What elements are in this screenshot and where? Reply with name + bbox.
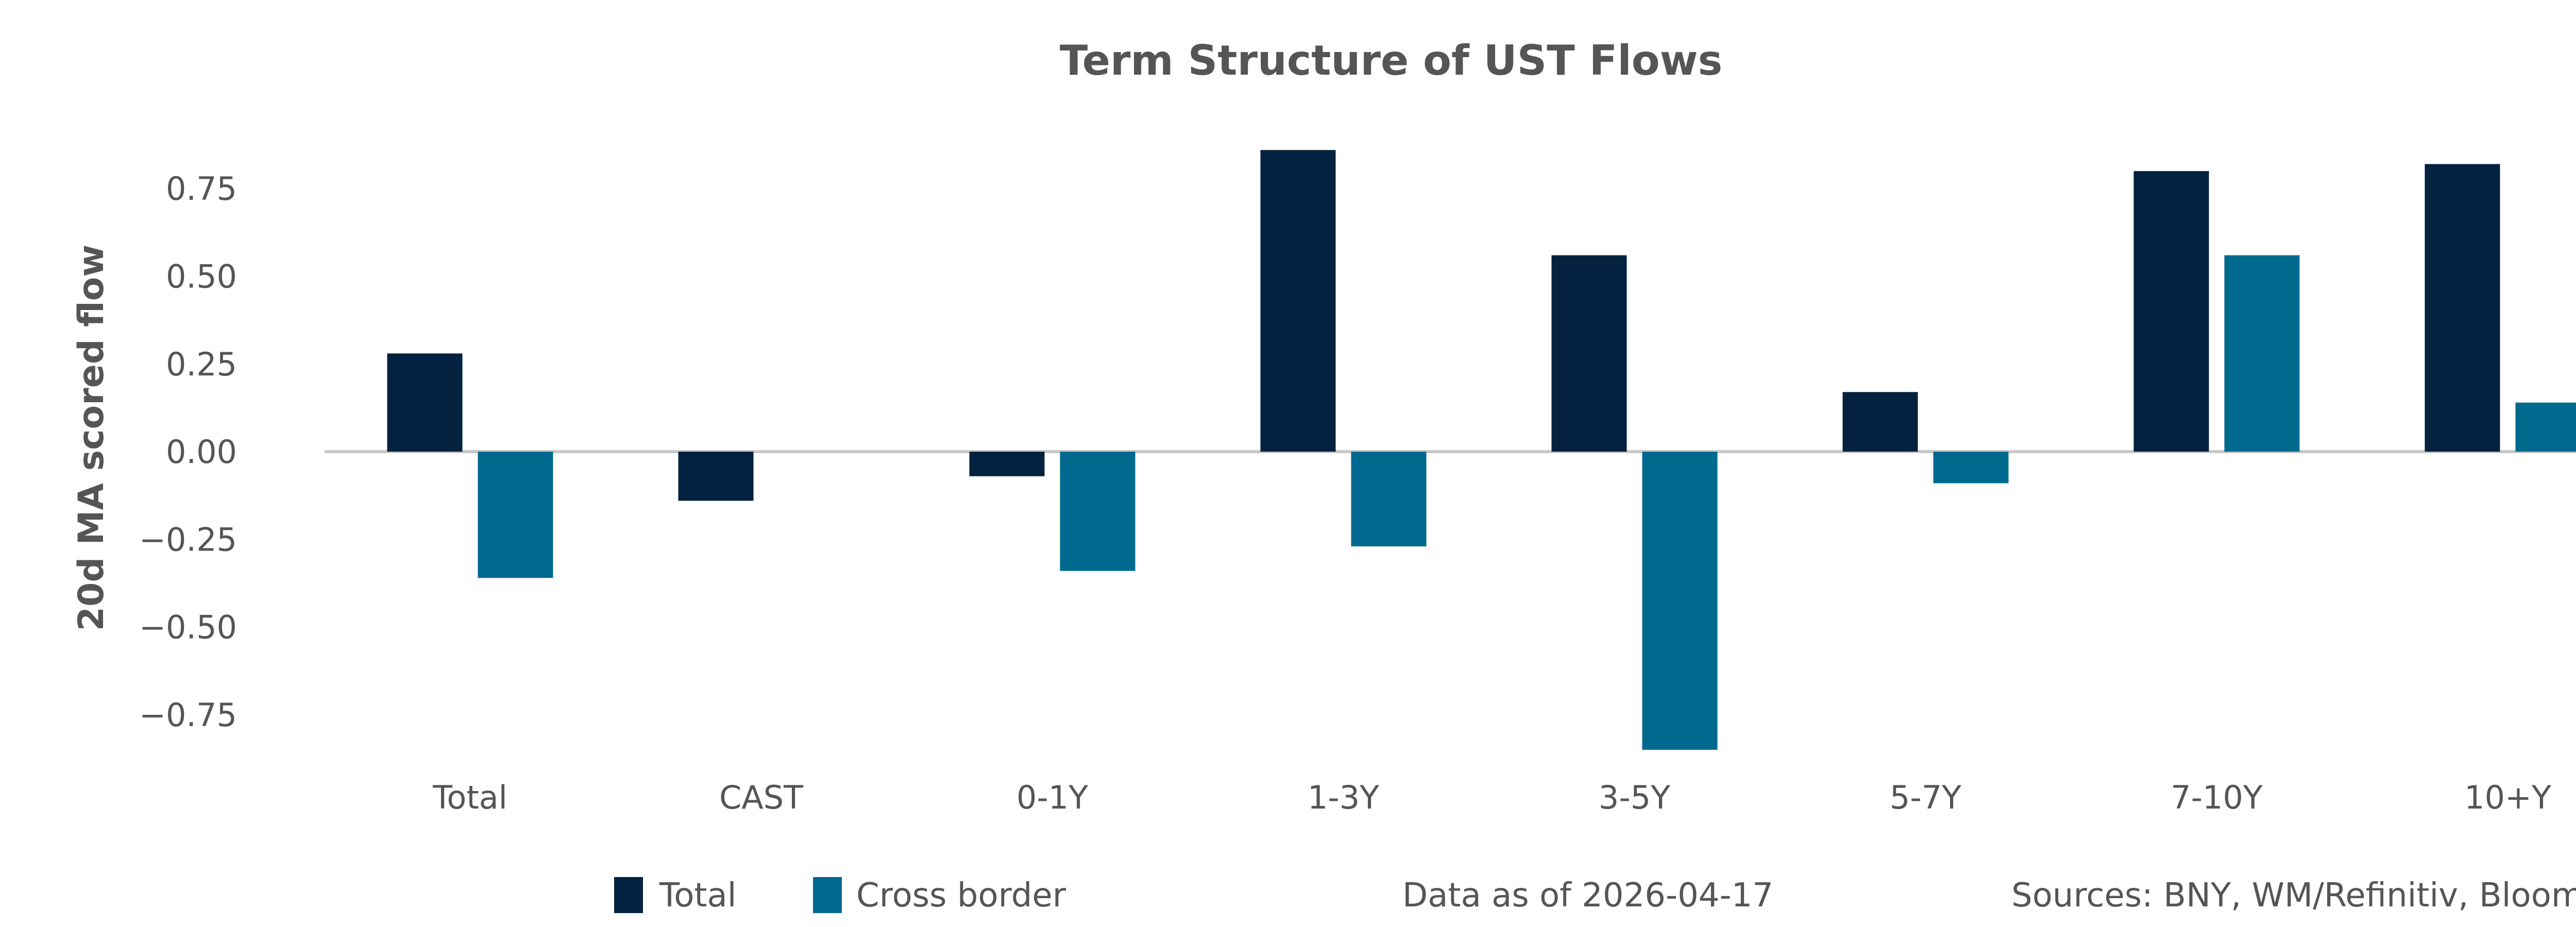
bar-total-7-10y	[2133, 171, 2209, 452]
x-tick-label: CAST	[719, 779, 804, 816]
bar-total-total	[387, 353, 463, 452]
x-tick-label: 7-10Y	[2171, 779, 2263, 816]
y-tick-label: 0.50	[166, 258, 237, 295]
bar-total-1-3y	[1260, 150, 1336, 452]
y-tick-label: −0.75	[139, 696, 237, 734]
x-tick-label: 3-5Y	[1599, 779, 1670, 816]
y-tick-label: 0.75	[166, 170, 237, 208]
bar-cross-border-total	[478, 452, 553, 578]
bar-cross-border-7-10y	[2224, 255, 2300, 452]
y-tick-label: −0.25	[139, 521, 237, 558]
legend: Total Cross border	[614, 877, 1066, 915]
y-ticks: 0.75 0.50 0.25 0.00 −0.25 −0.50 −0.75	[139, 170, 237, 734]
legend-swatch-cross-border	[813, 877, 842, 913]
data-as-of-note: Data as of 2026-04-17	[1402, 877, 1773, 915]
bar-total-cast	[678, 452, 754, 501]
bar-cross-border-10-y	[2515, 402, 2576, 452]
chart-title: Term Structure of UST Flows	[1060, 37, 1722, 84]
x-ticks: Total CAST 0-1Y 1-3Y 3-5Y 5-7Y 7-10Y 10+Y	[432, 779, 2551, 816]
bars	[387, 150, 2576, 750]
bar-cross-border-0-1y	[1060, 452, 1136, 571]
bar-cross-border-3-5y	[1642, 452, 1718, 750]
x-tick-label: 10+Y	[2464, 779, 2551, 816]
y-axis-label: 20d MA scored flow	[71, 245, 112, 631]
bar-total-10-y	[2425, 164, 2500, 452]
bar-total-0-1y	[969, 452, 1045, 476]
x-tick-label: 0-1Y	[1016, 779, 1088, 816]
bar-cross-border-5-7y	[1933, 452, 2009, 484]
sources-note: Sources: BNY, WM/Refinitiv, Bloomberg	[2011, 877, 2576, 915]
x-tick-label: 1-3Y	[1308, 779, 1379, 816]
bar-cross-border-1-3y	[1351, 452, 1427, 546]
bar-total-5-7y	[1842, 392, 1918, 452]
y-tick-label: 0.00	[166, 433, 237, 471]
x-tick-label: Total	[432, 779, 507, 816]
legend-label-total: Total	[659, 877, 736, 915]
bar-total-3-5y	[1551, 255, 1627, 452]
legend-label-cross-border: Cross border	[856, 877, 1066, 915]
legend-swatch-total	[614, 877, 643, 913]
x-tick-label: 5-7Y	[1890, 779, 1961, 816]
y-tick-label: −0.50	[139, 609, 237, 646]
y-tick-label: 0.25	[166, 346, 237, 383]
